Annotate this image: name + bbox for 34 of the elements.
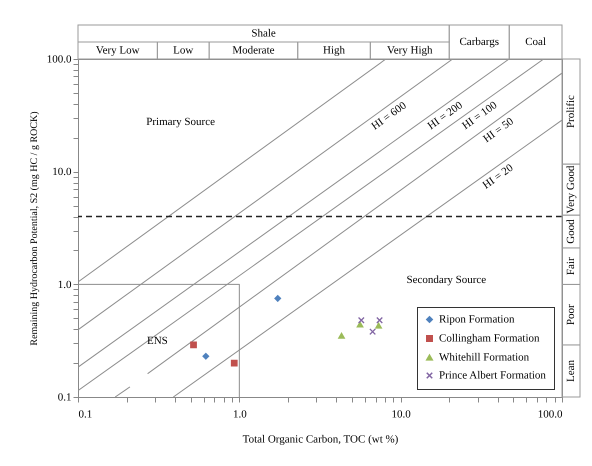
x-axis-title: Total Organic Carbon, TOC (wt %) — [242, 434, 399, 446]
y-tick-label: 100.0 — [46, 54, 72, 66]
y-tick-label: 1.0 — [58, 278, 72, 291]
text: Prolific — [565, 94, 577, 128]
text: Moderate — [232, 44, 275, 56]
text: Very Low — [96, 44, 140, 56]
text: Poor — [565, 304, 577, 326]
text: HI = 20 — [480, 162, 516, 192]
text: HI = 50 — [481, 115, 516, 146]
x-tick-label: 10.0 — [392, 408, 412, 420]
text: Very Good — [565, 165, 577, 214]
text: Very High — [387, 44, 434, 56]
x-tick-label: 100.0 — [538, 408, 563, 420]
x-tick-label: 1.0 — [232, 408, 248, 420]
text: High — [323, 44, 346, 56]
text: Lean — [565, 359, 577, 382]
text: HI = 600 — [369, 99, 410, 133]
legend-label: Ripon Formation — [439, 314, 515, 326]
x-tick-label: 0.1 — [78, 408, 92, 420]
text: Carbargs — [459, 36, 499, 48]
text: Shale — [251, 28, 276, 40]
legend-label: Whitehill Formation — [439, 352, 530, 364]
annotation: Primary Source — [146, 116, 216, 128]
text: Coal — [525, 36, 546, 48]
y-tick-label: 0.1 — [58, 392, 72, 404]
legend-label: Collingham Formation — [439, 332, 540, 344]
text: Fair — [565, 257, 577, 276]
text: Good — [565, 218, 577, 244]
legend-label: Prince Albert Formation — [439, 370, 546, 382]
text: Low — [173, 44, 194, 56]
y-axis-title: Remaining Hydrocarbon Potential, S2 (mg HC / g ROCK) — [28, 111, 40, 346]
annotation: Secondary Source — [406, 274, 486, 286]
y-tick-label: 10.0 — [52, 166, 72, 178]
annotation: ENS — [146, 334, 168, 347]
